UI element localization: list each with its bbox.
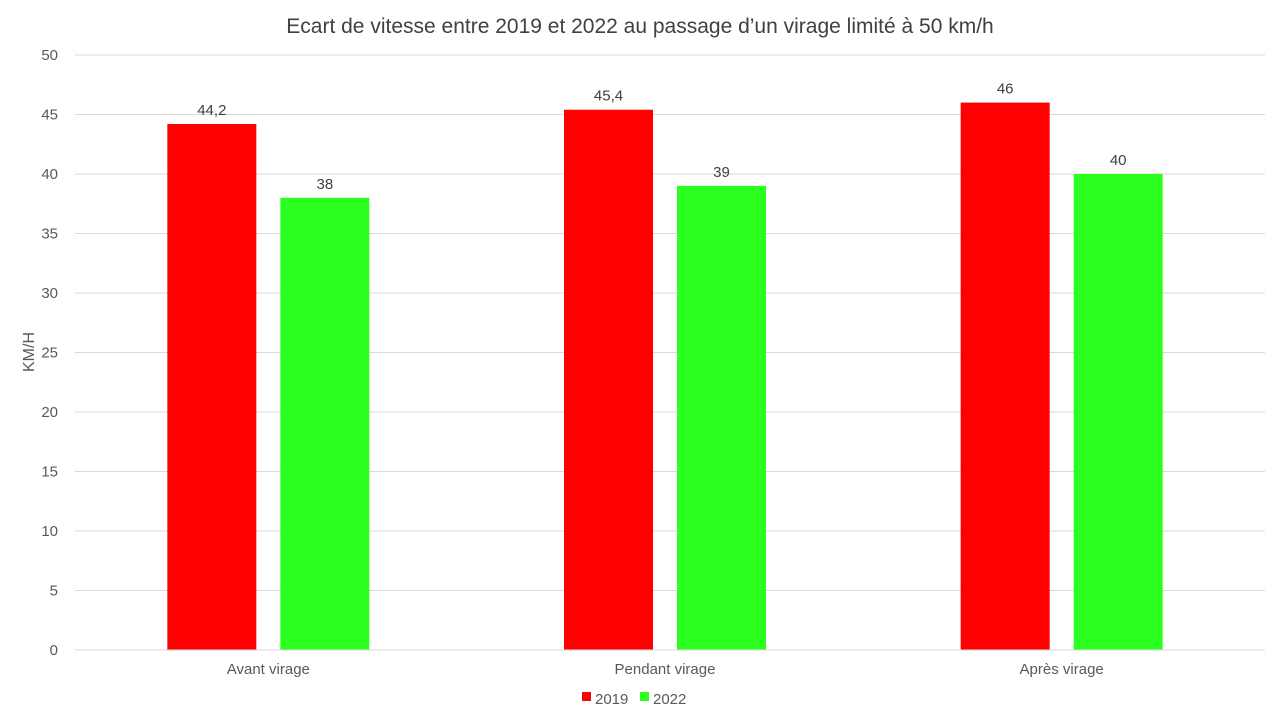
legend-swatch (582, 692, 591, 701)
y-tick-label: 25 (41, 345, 58, 362)
y-tick-label: 5 (50, 583, 58, 600)
data-label: 46 (997, 81, 1014, 98)
y-tick-label: 45 (41, 107, 58, 124)
y-tick-label: 0 (50, 642, 58, 659)
y-axis-title: KM/H (21, 332, 38, 372)
data-labels: 44,2 38 45,4 39 46 40 (197, 81, 1126, 193)
y-tick-label: 40 (41, 166, 58, 183)
gridlines (75, 54, 1265, 591)
bar-2022-2 (677, 185, 766, 650)
data-label: 39 (713, 164, 730, 181)
data-label: 40 (1110, 152, 1127, 169)
x-category-label: Après virage (1020, 661, 1104, 678)
data-label: 38 (316, 176, 333, 193)
bar-2022-3 (1073, 174, 1163, 650)
y-tick-label: 30 (41, 285, 58, 302)
x-category-label: Pendant virage (615, 661, 716, 678)
y-axis-ticks: 0 5 10 15 20 25 30 35 40 45 50 (41, 47, 58, 659)
chart-title: Ecart de vitesse entre 2019 et 2022 au p… (286, 15, 993, 38)
legend-swatch (640, 692, 649, 701)
bars (167, 102, 1163, 651)
bar-2019-2 (564, 109, 653, 651)
legend-label: 2022 (653, 691, 686, 708)
bar-2022-1 (280, 197, 370, 651)
bar-2019-1 (167, 124, 257, 650)
x-axis-categories: Avant virage Pendant virage Après virage (227, 661, 1104, 678)
y-tick-label: 50 (41, 47, 58, 64)
data-label: 45,4 (594, 88, 623, 105)
data-label: 44,2 (197, 102, 226, 119)
y-tick-label: 35 (41, 226, 58, 243)
bar-2019-3 (960, 102, 1050, 651)
x-category-label: Avant virage (227, 661, 310, 678)
y-tick-label: 10 (41, 523, 58, 540)
y-tick-label: 15 (41, 464, 58, 481)
y-tick-label: 20 (41, 404, 58, 421)
legend-label: 2019 (595, 691, 628, 708)
legend: 2019 2022 (582, 691, 686, 708)
